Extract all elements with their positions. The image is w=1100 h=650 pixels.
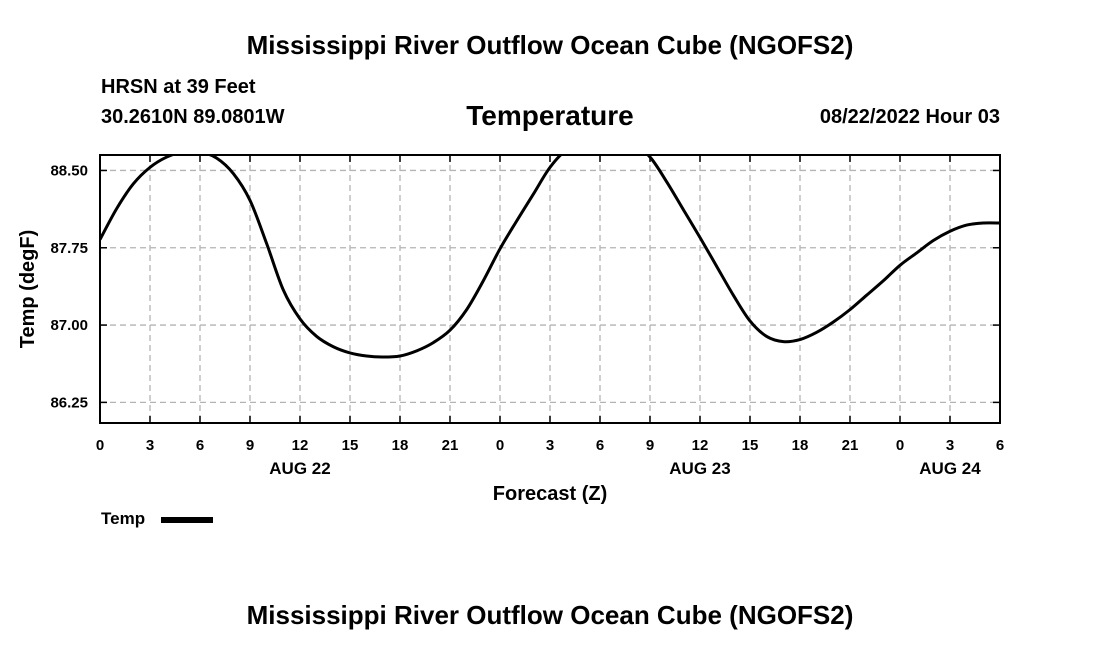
x-tick-label: 3 bbox=[946, 437, 954, 454]
x-tick-label: 15 bbox=[742, 437, 759, 454]
axis-ticks: 0 3 6 9 12 15 18 21 0 3 6 9 12 15 18 21 0 3 6 AUG 22 AUG 23 A… bbox=[50, 155, 1004, 478]
y-tick-label: 87.00 bbox=[50, 317, 88, 334]
y-axis-label: Temp (degF) bbox=[17, 230, 39, 349]
station-coordinates: 30.2610N 89.0801W bbox=[101, 106, 285, 128]
x-tick-label: 21 bbox=[842, 437, 859, 454]
x-tick-label: 0 bbox=[496, 437, 504, 454]
x-tick-label: 18 bbox=[392, 437, 409, 454]
chart-title: Temperature bbox=[466, 100, 634, 131]
legend-label: Temp bbox=[101, 509, 146, 528]
grid-lines bbox=[100, 155, 1000, 423]
station-label: HRSN at 39 Feet bbox=[101, 76, 256, 98]
temp-series-line bbox=[100, 155, 1000, 359]
x-tick-label: 6 bbox=[596, 437, 604, 454]
date-label: AUG 24 bbox=[919, 459, 981, 478]
date-label: AUG 22 bbox=[269, 459, 330, 478]
y-tick-label: 87.75 bbox=[50, 240, 88, 257]
y-tick-label: 86.25 bbox=[50, 394, 88, 411]
x-tick-label: 9 bbox=[246, 437, 254, 454]
x-tick-label: 21 bbox=[442, 437, 459, 454]
legend-line-swatch bbox=[161, 517, 213, 523]
x-tick-label: 0 bbox=[896, 437, 904, 454]
x-tick-label: 0 bbox=[96, 437, 104, 454]
x-tick-label: 3 bbox=[546, 437, 554, 454]
date-label: AUG 23 bbox=[669, 459, 730, 478]
x-tick-label: 3 bbox=[146, 437, 154, 454]
x-tick-label: 6 bbox=[996, 437, 1004, 454]
y-tick-label: 88.50 bbox=[50, 162, 88, 179]
x-tick-label: 6 bbox=[196, 437, 204, 454]
x-tick-label: 18 bbox=[792, 437, 809, 454]
x-axis-label: Forecast (Z) bbox=[493, 483, 607, 505]
x-tick-label: 12 bbox=[692, 437, 709, 454]
x-tick-label: 15 bbox=[342, 437, 359, 454]
series-layer bbox=[100, 155, 1000, 359]
forecast-datetime: 08/22/2022 Hour 03 bbox=[819, 106, 1000, 128]
x-tick-label: 12 bbox=[292, 437, 309, 454]
footer-title: Mississippi River Outflow Ocean Cube (NG… bbox=[246, 600, 854, 630]
x-tick-label: 9 bbox=[646, 437, 654, 454]
page-title: Mississippi River Outflow Ocean Cube (NG… bbox=[246, 30, 854, 60]
